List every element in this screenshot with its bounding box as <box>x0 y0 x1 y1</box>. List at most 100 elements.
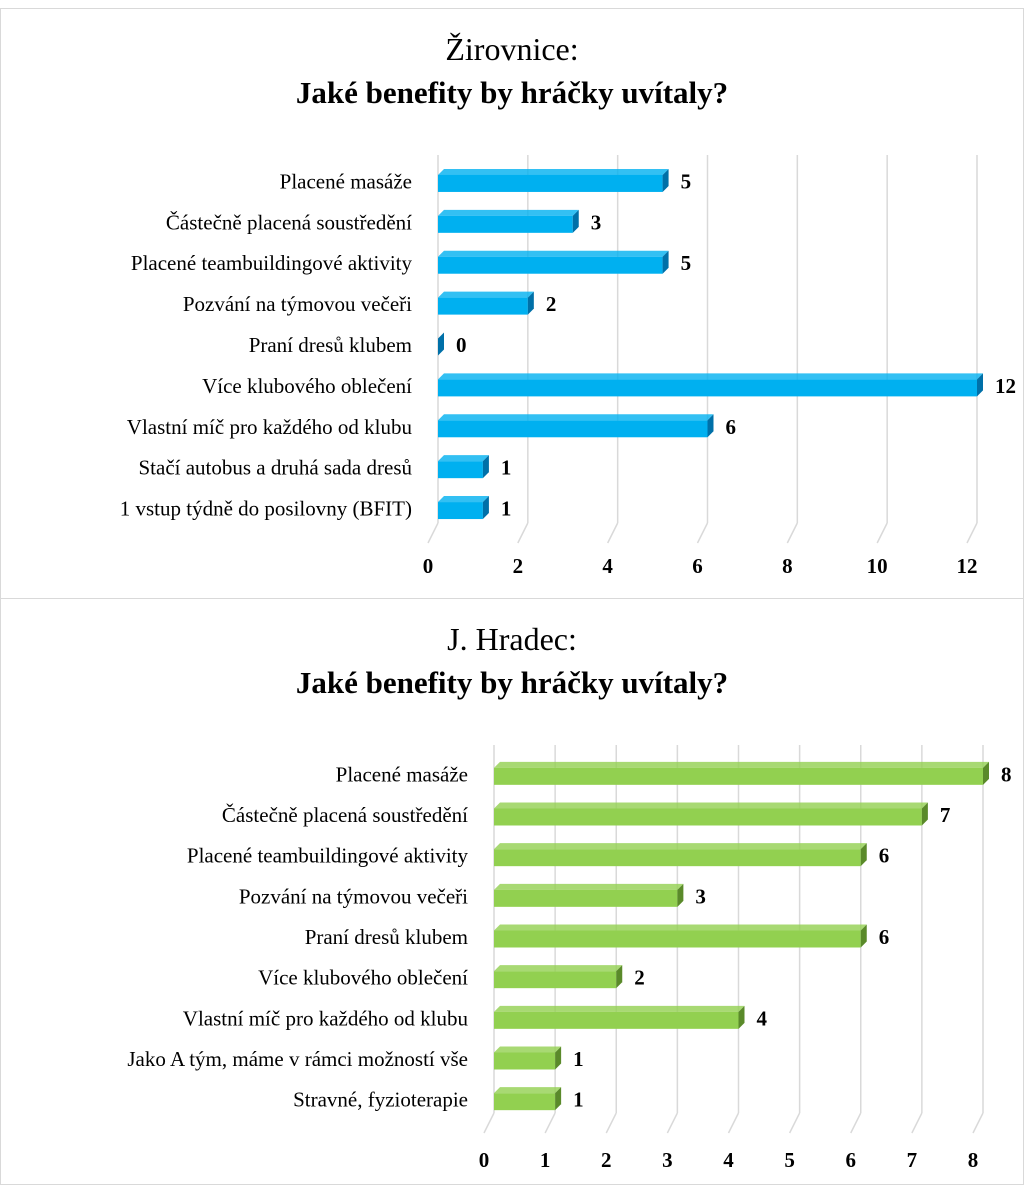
bar-top-face <box>438 496 489 503</box>
gridline-floor <box>544 1112 556 1134</box>
bar-front-face <box>494 808 922 826</box>
data-label: 1 <box>573 1088 584 1112</box>
bar <box>438 291 534 315</box>
bar <box>494 843 867 867</box>
chart-panel-zirovnice: Žirovnice: Jaké benefity by hráčky uvíta… <box>0 8 1024 599</box>
category-label: Praní dresů klubem <box>305 925 468 949</box>
bar-top-face <box>494 1046 562 1053</box>
x-tick-label: 0 <box>479 1148 490 1172</box>
category-label: Vlastní míč pro každého od klubu <box>127 415 413 439</box>
x-tick-label: 12 <box>957 554 978 578</box>
bar-end-face <box>921 802 928 826</box>
bar-top-face <box>494 843 867 850</box>
bar <box>438 414 714 438</box>
data-label: 8 <box>1001 762 1012 786</box>
bar-top-face <box>494 883 684 890</box>
x-tick-label: 2 <box>601 1148 612 1172</box>
data-label: 5 <box>681 169 692 193</box>
bar <box>494 924 867 948</box>
bar-end-face <box>677 883 684 907</box>
bar-front-face <box>494 849 861 867</box>
data-label: 1 <box>501 497 512 521</box>
bar-end-face <box>738 1005 745 1029</box>
category-label: Více klubového oblečení <box>202 374 412 398</box>
category-label: Placené masáže <box>336 762 468 786</box>
bar-top-face <box>438 291 534 298</box>
bar <box>438 250 669 274</box>
bar <box>438 496 489 520</box>
x-tick-label: 6 <box>692 554 703 578</box>
gridline-floor <box>911 1112 923 1134</box>
bar-chart-j-hradec: 0 1 2 3 4 5 6 7 8 Placené masáže 8 Částečně placená… <box>127 745 1012 1172</box>
gridline-floor <box>696 522 709 544</box>
data-label: 2 <box>634 966 645 990</box>
bar-top-face <box>494 924 867 931</box>
gridline-floor <box>517 522 529 544</box>
x-tick-label: 4 <box>723 1148 734 1172</box>
data-label: 6 <box>879 844 890 868</box>
bar-front-face <box>494 971 617 989</box>
bar-end-face <box>860 924 867 948</box>
gridline-floor <box>972 1112 984 1134</box>
bar-end-face <box>572 209 579 233</box>
bar-end-face <box>662 168 669 192</box>
category-label: Vlastní míč pro každého od klubu <box>183 1006 469 1030</box>
data-label: 1 <box>573 1047 584 1071</box>
gridline-floor <box>606 522 619 544</box>
bar-end-face <box>977 373 983 397</box>
bar-end-face <box>482 496 489 520</box>
data-label: 0 <box>456 333 467 357</box>
bar-end-face <box>860 843 867 867</box>
bar-top-face <box>494 1005 745 1012</box>
bar-top-face <box>438 168 669 175</box>
bar-front-face <box>494 930 861 948</box>
bar-front-face <box>494 1052 556 1070</box>
x-tick-label: 1 <box>540 1148 551 1172</box>
chart-title-location: Žirovnice: <box>445 31 579 67</box>
bar-end-face <box>616 965 623 989</box>
data-label: 1 <box>501 456 512 480</box>
data-label: 7 <box>940 803 951 827</box>
chart-panel-j-hradec: J. Hradec: Jaké benefity by hráčky uvíta… <box>0 598 1024 1185</box>
x-tick-label: 5 <box>784 1148 795 1172</box>
x-tick-label: 3 <box>662 1148 673 1172</box>
x-tick-label: 8 <box>968 1148 979 1172</box>
x-tick-label: 7 <box>907 1148 918 1172</box>
bar-front-face <box>438 502 483 520</box>
category-label: Praní dresů klubem <box>249 333 412 357</box>
bar-end-face <box>707 414 714 438</box>
category-label: Stravné, fyzioterapie <box>293 1088 468 1112</box>
bar-front-face <box>438 379 977 397</box>
data-label: 3 <box>695 884 706 908</box>
bar <box>494 965 623 989</box>
bar-front-face <box>438 256 663 274</box>
bar <box>494 802 928 826</box>
bar-front-face <box>494 767 983 785</box>
category-label: Pozvání na týmovou večeři <box>239 884 468 908</box>
x-tick-label: 0 <box>423 554 434 578</box>
category-label: Placené teambuildingové aktivity <box>187 844 469 868</box>
bar-front-face <box>494 1093 556 1111</box>
bar <box>438 168 669 192</box>
bar-top-face <box>494 965 623 972</box>
gridline-floor <box>483 1112 495 1134</box>
category-label: Placené masáže <box>280 169 412 193</box>
category-label: Placené teambuildingové aktivity <box>131 251 413 275</box>
bar <box>438 455 489 479</box>
bar-top-face <box>438 250 669 257</box>
bar <box>438 209 579 233</box>
bar-front-face <box>438 461 483 479</box>
bar-top-face <box>438 209 579 216</box>
bar <box>494 883 684 907</box>
category-label: 1 vstup týdně do posilovny (BFIT) <box>120 497 412 521</box>
data-label: 6 <box>726 415 737 439</box>
bar-front-face <box>438 174 663 192</box>
x-tick-label: 2 <box>513 554 524 578</box>
bar-end-face <box>555 1046 562 1070</box>
category-label: Pozvání na týmovou večeři <box>183 292 412 316</box>
bar <box>438 332 444 356</box>
bar-front-face <box>438 420 708 438</box>
data-label: 2 <box>546 292 557 316</box>
bar <box>438 373 983 397</box>
